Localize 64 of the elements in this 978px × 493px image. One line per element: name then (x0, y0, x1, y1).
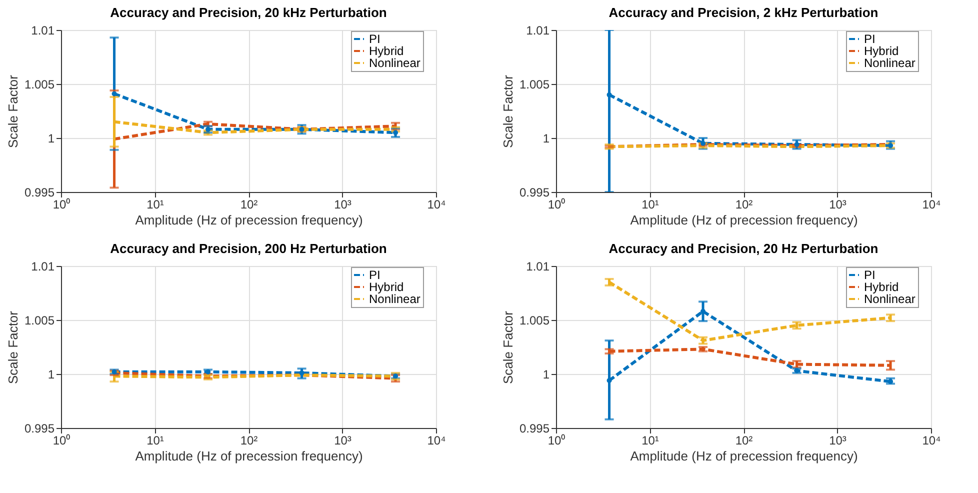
y-tick-label: 1 (48, 368, 55, 382)
y-tick-label: 1.01 (31, 260, 55, 274)
legend-label: Hybrid (369, 280, 404, 294)
y-tick-label: 1 (542, 132, 550, 146)
legend-label: Nonlinear (369, 292, 420, 306)
y-axis-title: Scale Factor (500, 310, 516, 384)
x-tick-label: 10⁴ (427, 434, 446, 448)
y-tick-label: 0.995 (24, 186, 55, 200)
y-tick-label: 1.005 (24, 78, 55, 92)
legend-label: Hybrid (369, 44, 404, 58)
x-tick-label: 10³ (334, 198, 352, 212)
legend-label: PI (864, 268, 876, 282)
x-tick-label: 10¹ (146, 198, 164, 212)
y-tick-label: 0.995 (24, 422, 55, 436)
x-tick-label: 10⁰ (52, 434, 70, 448)
x-tick-label: 10² (735, 198, 753, 212)
y-tick-label: 1 (48, 132, 55, 146)
chart-title: Accuracy and Precision, 2 kHz Perturbation (608, 5, 878, 20)
x-tick-label: 10² (240, 434, 258, 448)
y-tick-label: 0.995 (519, 186, 550, 200)
x-tick-label: 10⁰ (548, 198, 566, 212)
y-tick-label: 1.005 (24, 314, 55, 328)
legend-label: Nonlinear (864, 56, 916, 70)
legend-label: Hybrid (864, 44, 899, 58)
legend-label: PI (369, 32, 380, 46)
point (606, 378, 612, 383)
x-axis-title: Amplitude (Hz of precession frequency) (630, 448, 858, 464)
chart-title: Accuracy and Precision, 200 Hz Perturbation (110, 241, 387, 256)
x-axis-title: Amplitude (Hz of precession frequency) (135, 448, 363, 464)
x-axis-title: Amplitude (Hz of precession frequency) (630, 212, 858, 228)
point (606, 92, 612, 98)
y-tick-label: 1.005 (519, 314, 550, 328)
y-tick-label: 0.995 (519, 422, 550, 436)
x-tick-label: 10⁰ (52, 198, 70, 212)
y-axis-title: Scale Factor (5, 310, 20, 384)
x-tick-label: 10¹ (642, 434, 659, 448)
x-tick-label: 10³ (829, 434, 846, 448)
y-tick-label: 1.01 (526, 260, 550, 274)
y-axis-title: Scale Factor (500, 74, 516, 148)
x-tick-label: 10⁰ (548, 434, 566, 448)
x-axis-title: Amplitude (Hz of precession frequency) (135, 212, 363, 228)
y-tick-label: 1 (542, 368, 550, 382)
x-tick-label: 10² (240, 198, 258, 212)
x-tick-label: 10² (735, 434, 753, 448)
legend-label: PI (864, 32, 876, 46)
y-tick-label: 1.01 (31, 24, 55, 38)
chart-title: Accuracy and Precision, 20 Hz Perturbation (608, 241, 878, 256)
x-tick-label: 10⁴ (922, 198, 941, 212)
legend-label: PI (369, 268, 380, 282)
x-tick-label: 10³ (829, 198, 846, 212)
x-tick-label: 10¹ (146, 434, 164, 448)
y-axis-title: Scale Factor (5, 74, 20, 148)
legend-label: Hybrid (864, 280, 899, 294)
point (700, 308, 706, 314)
legend-label: Nonlinear (369, 56, 420, 70)
legend-label: Nonlinear (864, 292, 916, 306)
x-tick-label: 10¹ (642, 198, 659, 212)
point (112, 91, 117, 96)
y-tick-label: 1.005 (519, 78, 550, 92)
y-tick-label: 1.01 (526, 24, 550, 38)
x-tick-label: 10³ (334, 434, 352, 448)
x-tick-label: 10⁴ (427, 198, 446, 212)
chart-title: Accuracy and Precision, 20 kHz Perturbation (110, 5, 387, 20)
x-tick-label: 10⁴ (922, 434, 941, 448)
